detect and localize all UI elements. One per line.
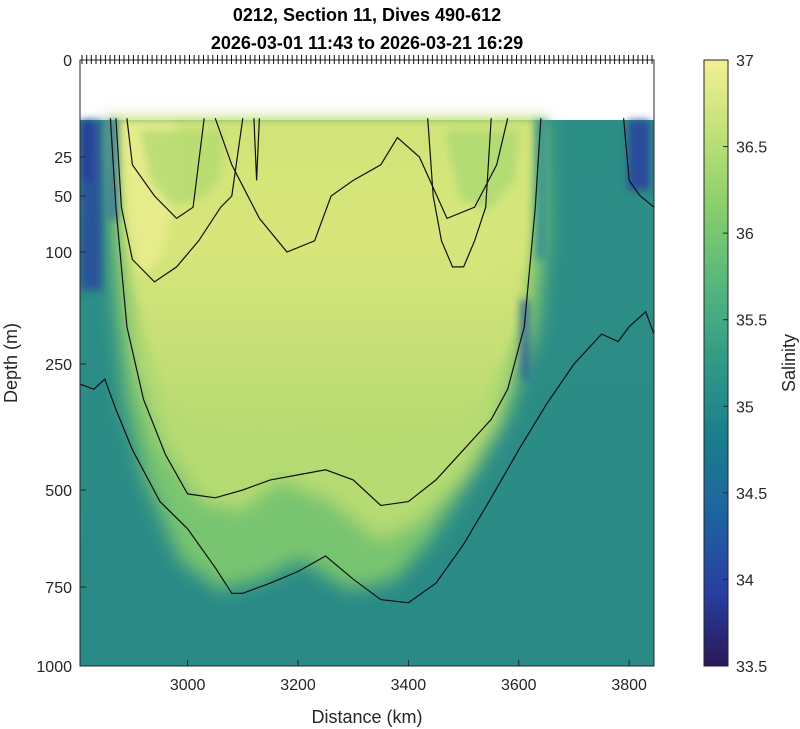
colorbar-tick-label: 34.5 (736, 486, 767, 503)
x-tick-label: 3800 (611, 677, 647, 694)
colorbar-tick-label: 35.5 (736, 313, 767, 330)
chart-title-line-1: 0212, Section 11, Dives 490-612 (233, 5, 501, 25)
chart-title-line-2: 2026-03-01 11:43 to 2026-03-21 16:29 (211, 33, 523, 53)
x-tick-label: 3000 (170, 677, 206, 694)
plot-area (80, 60, 654, 666)
contour-line-5 (126, 118, 205, 220)
y-axis: 0 25 50 100 250 500 750 1000 (36, 53, 86, 676)
contour-line-6 (214, 117, 509, 253)
colorbar-tick-label: 36 (736, 226, 754, 243)
x-tick-label: 3200 (280, 677, 316, 694)
y-tick-label: 100 (45, 245, 72, 262)
contour-line-4 (427, 118, 492, 268)
colorbar-tick-label: 33.5 (736, 659, 767, 676)
y-axis-label: Depth (m) (1, 323, 21, 403)
y-tick-label: 500 (45, 483, 72, 500)
colorbar-tick-label: 37 (736, 53, 754, 70)
colorbar-tick-label: 35 (736, 399, 754, 416)
y-tick-label: 750 (45, 580, 72, 597)
contour-line-3 (115, 118, 244, 283)
y-tick-label: 250 (45, 357, 72, 374)
y-tick-label: 1000 (36, 659, 72, 676)
contour-line-7 (253, 118, 260, 181)
contour-line-1 (80, 310, 654, 604)
contour-lines (80, 117, 654, 604)
colorbar-tick-label: 34 (736, 572, 754, 589)
x-axis: 3000 3200 3400 3600 3800 (170, 660, 647, 694)
colorbar (703, 59, 729, 667)
x-axis-label: Distance (km) (311, 707, 422, 727)
y-tick-label: 50 (54, 189, 72, 206)
x-tick-label: 3600 (501, 677, 537, 694)
dive-position-ticks (81, 55, 653, 64)
y-tick-label: 25 (54, 150, 72, 167)
colorbar-ticks: 33.5 34 34.5 35 35.5 36 36.5 37 (723, 53, 767, 676)
no-data-band (80, 60, 654, 120)
colorbar-tick-label: 36.5 (736, 140, 767, 157)
y-tick-label: 0 (63, 53, 72, 70)
colorbar-label: Salinity (779, 334, 799, 392)
x-tick-label: 3400 (391, 677, 427, 694)
contour-line-2 (109, 118, 542, 507)
contour-line-8 (623, 118, 654, 208)
salinity-core (116, 120, 536, 460)
